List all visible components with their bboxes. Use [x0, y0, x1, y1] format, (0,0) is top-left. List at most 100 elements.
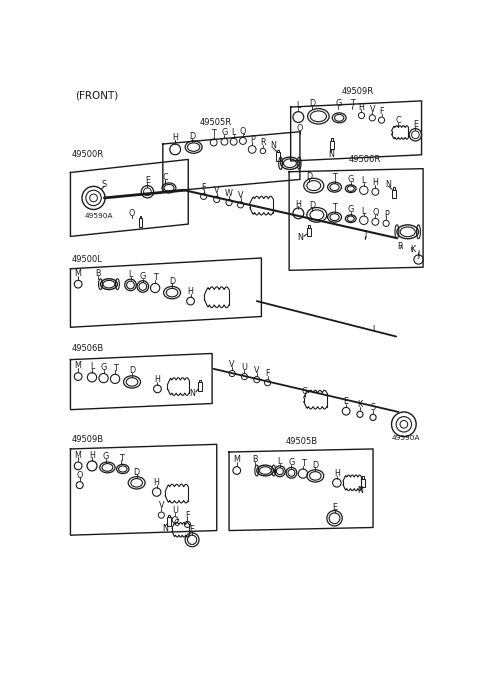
Text: S: S: [102, 179, 107, 189]
Text: 49500L: 49500L: [72, 255, 103, 264]
Text: G: G: [348, 175, 354, 184]
Text: U: U: [241, 363, 248, 372]
Text: 49505R: 49505R: [199, 118, 231, 127]
Text: H: H: [89, 451, 95, 460]
Text: H: H: [372, 178, 378, 187]
Text: R: R: [397, 242, 403, 251]
Text: S: S: [371, 403, 376, 412]
Text: 49509B: 49509B: [72, 435, 104, 444]
Text: J: J: [364, 230, 366, 239]
Bar: [198, 382, 202, 391]
Bar: [140, 216, 142, 218]
Text: M: M: [75, 361, 82, 370]
Text: H: H: [188, 287, 193, 297]
Text: T: T: [113, 363, 118, 373]
Text: V: V: [229, 360, 235, 369]
Text: F: F: [185, 511, 190, 520]
Text: D: D: [306, 172, 312, 181]
Text: D: D: [312, 460, 318, 470]
Text: G: G: [103, 452, 109, 461]
Text: K: K: [410, 245, 415, 254]
Bar: [168, 514, 170, 517]
Text: H: H: [295, 200, 301, 208]
Text: L: L: [361, 177, 366, 185]
Text: O: O: [76, 470, 83, 480]
Text: G: G: [335, 100, 342, 109]
Text: N: N: [385, 179, 391, 189]
Bar: [139, 218, 143, 226]
Text: L: L: [231, 128, 236, 137]
Text: 49506B: 49506B: [72, 344, 104, 353]
Text: V: V: [214, 186, 219, 195]
Text: Q: Q: [372, 208, 379, 217]
Bar: [276, 152, 280, 160]
Text: G: G: [100, 363, 107, 372]
Bar: [277, 150, 279, 152]
Text: L: L: [296, 101, 300, 110]
Text: C: C: [162, 173, 168, 183]
Text: C: C: [302, 388, 307, 396]
Text: T: T: [119, 454, 124, 462]
Text: 49509R: 49509R: [342, 87, 374, 96]
Text: O: O: [129, 209, 135, 218]
Text: M: M: [75, 269, 82, 278]
Text: 49505B: 49505B: [286, 437, 317, 446]
Text: Q: Q: [240, 127, 246, 136]
Text: L: L: [278, 457, 282, 466]
Text: U: U: [172, 506, 178, 515]
Text: E: E: [413, 120, 418, 129]
Text: D: D: [189, 132, 195, 141]
Text: C: C: [396, 117, 401, 125]
Text: N: N: [297, 233, 303, 243]
Text: J: J: [417, 249, 420, 259]
Text: G: G: [348, 205, 354, 214]
Text: E: E: [332, 503, 337, 512]
Text: 49590A: 49590A: [392, 435, 420, 441]
Bar: [307, 228, 311, 236]
Bar: [362, 476, 364, 479]
Text: I: I: [372, 325, 374, 334]
Text: E: E: [145, 176, 150, 185]
Text: F: F: [379, 107, 384, 116]
Bar: [330, 141, 334, 149]
Text: N: N: [357, 486, 363, 495]
Text: C: C: [174, 519, 180, 528]
Text: V: V: [370, 105, 375, 114]
Text: V: V: [238, 191, 243, 200]
Text: T: T: [332, 173, 337, 183]
Text: T: T: [300, 459, 305, 468]
Text: N: N: [270, 141, 276, 150]
Text: V: V: [254, 366, 260, 375]
Text: T: T: [153, 274, 157, 282]
Text: (FRONT): (FRONT): [75, 90, 118, 100]
Text: 49500R: 49500R: [72, 150, 104, 160]
Bar: [392, 190, 396, 198]
Bar: [393, 187, 395, 190]
Bar: [331, 138, 333, 141]
Text: L: L: [361, 206, 366, 216]
Text: R: R: [260, 138, 266, 147]
Text: H: H: [154, 479, 160, 487]
Text: M: M: [75, 451, 82, 460]
Text: H: H: [334, 469, 340, 478]
Text: K: K: [358, 400, 362, 408]
Text: T: T: [211, 129, 216, 137]
Text: H: H: [359, 102, 364, 112]
Bar: [361, 479, 365, 487]
Text: N: N: [162, 524, 168, 532]
Text: N: N: [189, 389, 195, 398]
Bar: [308, 225, 310, 228]
Text: V: V: [158, 501, 164, 510]
Text: G: G: [221, 128, 228, 137]
Text: P: P: [250, 135, 254, 144]
Text: H: H: [172, 133, 178, 142]
Text: O: O: [297, 124, 303, 133]
Text: 49506R: 49506R: [348, 155, 381, 164]
Text: P: P: [384, 210, 388, 218]
Bar: [199, 379, 201, 382]
Text: G: G: [140, 272, 146, 281]
Text: H: H: [155, 375, 160, 384]
Text: F: F: [202, 183, 206, 191]
Text: 49590A: 49590A: [84, 214, 113, 220]
Text: D: D: [133, 468, 140, 477]
